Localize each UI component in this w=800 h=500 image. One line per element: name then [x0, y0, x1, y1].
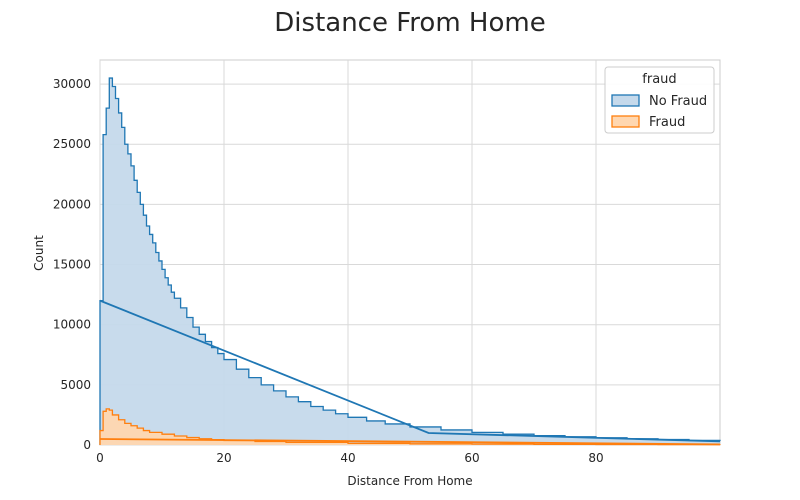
chart-title: Distance From Home	[274, 8, 545, 38]
y-tick-label: 10000	[53, 318, 91, 332]
legend-title: fraud	[642, 72, 676, 87]
x-tick-label: 40	[340, 451, 355, 465]
fraud-area	[100, 408, 720, 445]
legend: fraud No Fraud Fraud	[604, 66, 715, 134]
x-tick-label: 80	[588, 451, 603, 465]
x-axis-label: Distance From Home	[347, 474, 472, 488]
x-tick-label: 20	[216, 451, 231, 465]
no-fraud-trend-line	[99, 299, 721, 443]
y-tick-label: 0	[83, 438, 91, 452]
x-tick-label: 0	[96, 451, 104, 465]
legend-swatch-fraud	[611, 115, 640, 128]
no-fraud-area	[100, 78, 720, 445]
y-axis-label: Count	[32, 235, 46, 271]
x-tick-label: 60	[464, 451, 479, 465]
y-tick-label: 25000	[53, 137, 91, 151]
y-tick-label: 15000	[53, 258, 91, 272]
legend-label-fraud: Fraud	[649, 115, 685, 130]
no-fraud-step-line	[99, 77, 721, 445]
fraud-step-line	[99, 408, 721, 446]
y-tick-label: 30000	[53, 77, 91, 91]
legend-swatch-no-fraud	[611, 94, 640, 107]
fraud-trend-line	[99, 438, 721, 446]
y-tick-label: 20000	[53, 197, 91, 211]
y-tick-label: 5000	[60, 378, 91, 392]
legend-label-no-fraud: No Fraud	[649, 94, 707, 109]
